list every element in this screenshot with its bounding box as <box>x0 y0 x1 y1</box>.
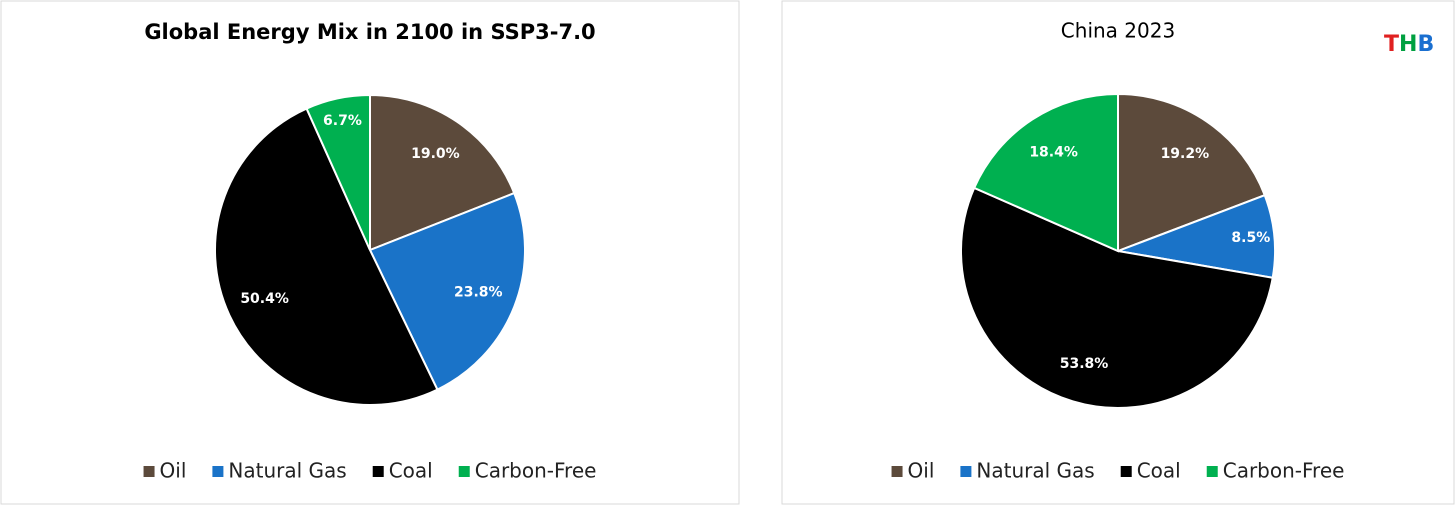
value-label: 19.2% <box>1161 146 1210 162</box>
pie-slice <box>368 191 526 391</box>
logo: THB <box>1384 32 1434 57</box>
pie-slice <box>972 92 1119 253</box>
chart-title: Global Energy Mix in 2100 in SSP3-7.0 <box>144 20 595 44</box>
legend-label: Natural Gas <box>976 459 1094 483</box>
pie-slice <box>1117 92 1267 253</box>
legend-swatch <box>212 466 224 477</box>
value-label: 18.4% <box>1029 144 1078 160</box>
value-label: 53.8% <box>1060 356 1109 372</box>
pie-slice <box>960 186 1274 409</box>
pie-slice <box>305 93 371 251</box>
value-label: 19.0% <box>411 146 460 162</box>
legend-label: Natural Gas <box>228 459 346 483</box>
legend-label: Coal <box>1137 459 1181 483</box>
legend-label: Oil <box>908 459 935 483</box>
legend-label: Carbon-Free <box>475 459 597 483</box>
pie-slice <box>369 93 516 252</box>
legend-label: Oil <box>160 459 187 483</box>
legend-swatch <box>960 466 972 477</box>
legend-swatch <box>143 466 155 477</box>
legend-swatch <box>458 466 470 477</box>
legend-label: Carbon-Free <box>1223 459 1345 483</box>
legend-label: Coal <box>389 459 433 483</box>
legend-swatch <box>372 466 384 477</box>
value-label: 8.5% <box>1231 230 1270 246</box>
legend-swatch <box>891 466 903 477</box>
legend-swatch <box>1206 466 1218 477</box>
legend: Oil Natural Gas Coal Carbon-Free <box>143 459 597 483</box>
value-label: 6.7% <box>323 113 362 129</box>
chart-title: China 2023 <box>1061 19 1175 43</box>
legend-swatch <box>1120 466 1132 477</box>
value-label: 23.8% <box>454 284 503 300</box>
legend: Oil Natural Gas Coal Carbon-Free <box>891 459 1345 483</box>
value-label: 50.4% <box>240 291 289 307</box>
pie-slice <box>214 107 439 406</box>
